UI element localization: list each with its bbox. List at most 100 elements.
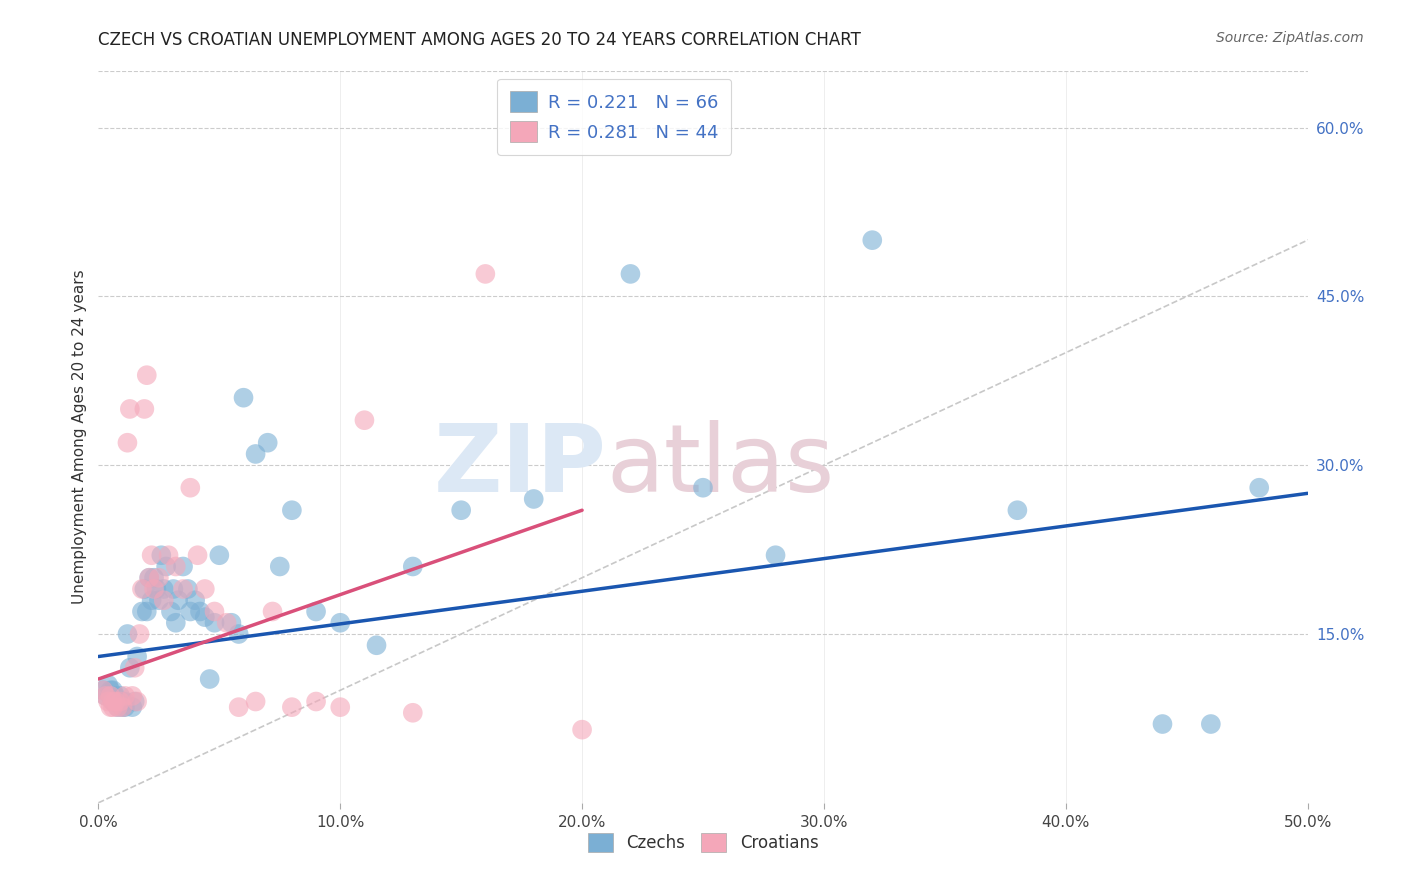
Point [104,694,127,708]
Point [114,694,136,708]
Point [262,605,284,619]
Text: ZIP: ZIP [433,420,606,512]
Point [155,559,177,574]
Point [100,689,122,703]
Point [148,593,170,607]
Point [329,700,352,714]
Point [101,694,124,708]
Point [860,233,883,247]
Point [305,694,328,708]
Point [305,605,328,619]
Point [135,605,157,619]
Point [232,391,254,405]
Point [114,689,136,703]
Point [204,615,226,630]
Point [108,689,131,703]
Point [450,503,472,517]
Point [765,548,787,562]
Point [402,559,425,574]
Point [114,700,136,714]
Point [138,571,160,585]
Point [269,559,291,574]
Point [143,582,166,596]
Point [127,694,149,708]
Point [198,672,221,686]
Y-axis label: Unemployment Among Ages 20 to 24 years: Unemployment Among Ages 20 to 24 years [72,269,87,605]
Point [165,615,187,630]
Text: CZECH VS CROATIAN UNEMPLOYMENT AMONG AGES 20 TO 24 YEARS CORRELATION CHART: CZECH VS CROATIAN UNEMPLOYMENT AMONG AGE… [98,31,862,49]
Point [104,689,127,703]
Point [101,700,124,714]
Point [117,435,139,450]
Point [692,481,714,495]
Point [134,582,156,596]
Point [194,610,217,624]
Point [100,683,122,698]
Point [111,700,134,714]
Point [135,368,157,383]
Point [94,689,117,703]
Point [107,694,129,708]
Point [1199,717,1222,731]
Point [150,548,173,562]
Point [118,661,141,675]
Point [97,694,120,708]
Legend: Czechs, Croatians: Czechs, Croatians [579,824,827,860]
Point [118,401,141,416]
Point [134,401,156,416]
Point [523,491,546,506]
Point [143,571,166,585]
Point [128,627,150,641]
Point [245,447,267,461]
Point [160,605,183,619]
Point [172,559,194,574]
Point [124,661,146,675]
Point [179,605,201,619]
Point [256,435,278,450]
Point [117,627,139,641]
Point [402,706,425,720]
Point [1249,481,1271,495]
Text: atlas: atlas [606,420,835,512]
Point [97,678,120,692]
Point [204,605,226,619]
Point [152,582,174,596]
Point [100,700,122,714]
Point [111,700,134,714]
Point [145,582,167,596]
Point [215,615,238,630]
Point [141,593,163,607]
Point [571,723,593,737]
Point [1152,717,1174,731]
Point [188,605,211,619]
Point [127,649,149,664]
Point [148,571,170,585]
Point [91,683,114,698]
Point [141,548,163,562]
Point [107,700,129,714]
Point [138,571,160,585]
Point [100,689,122,703]
Point [152,593,174,607]
Point [131,582,153,596]
Point [167,593,190,607]
Point [184,593,207,607]
Point [162,582,184,596]
Point [157,548,180,562]
Point [177,582,200,596]
Point [94,689,117,703]
Point [172,582,194,596]
Point [619,267,641,281]
Point [179,481,201,495]
Point [121,700,143,714]
Point [91,683,114,698]
Point [245,694,267,708]
Point [366,638,388,652]
Point [111,694,134,708]
Text: Source: ZipAtlas.com: Source: ZipAtlas.com [1216,31,1364,45]
Point [194,582,217,596]
Point [101,683,124,698]
Point [108,694,131,708]
Point [131,605,153,619]
Point [281,700,304,714]
